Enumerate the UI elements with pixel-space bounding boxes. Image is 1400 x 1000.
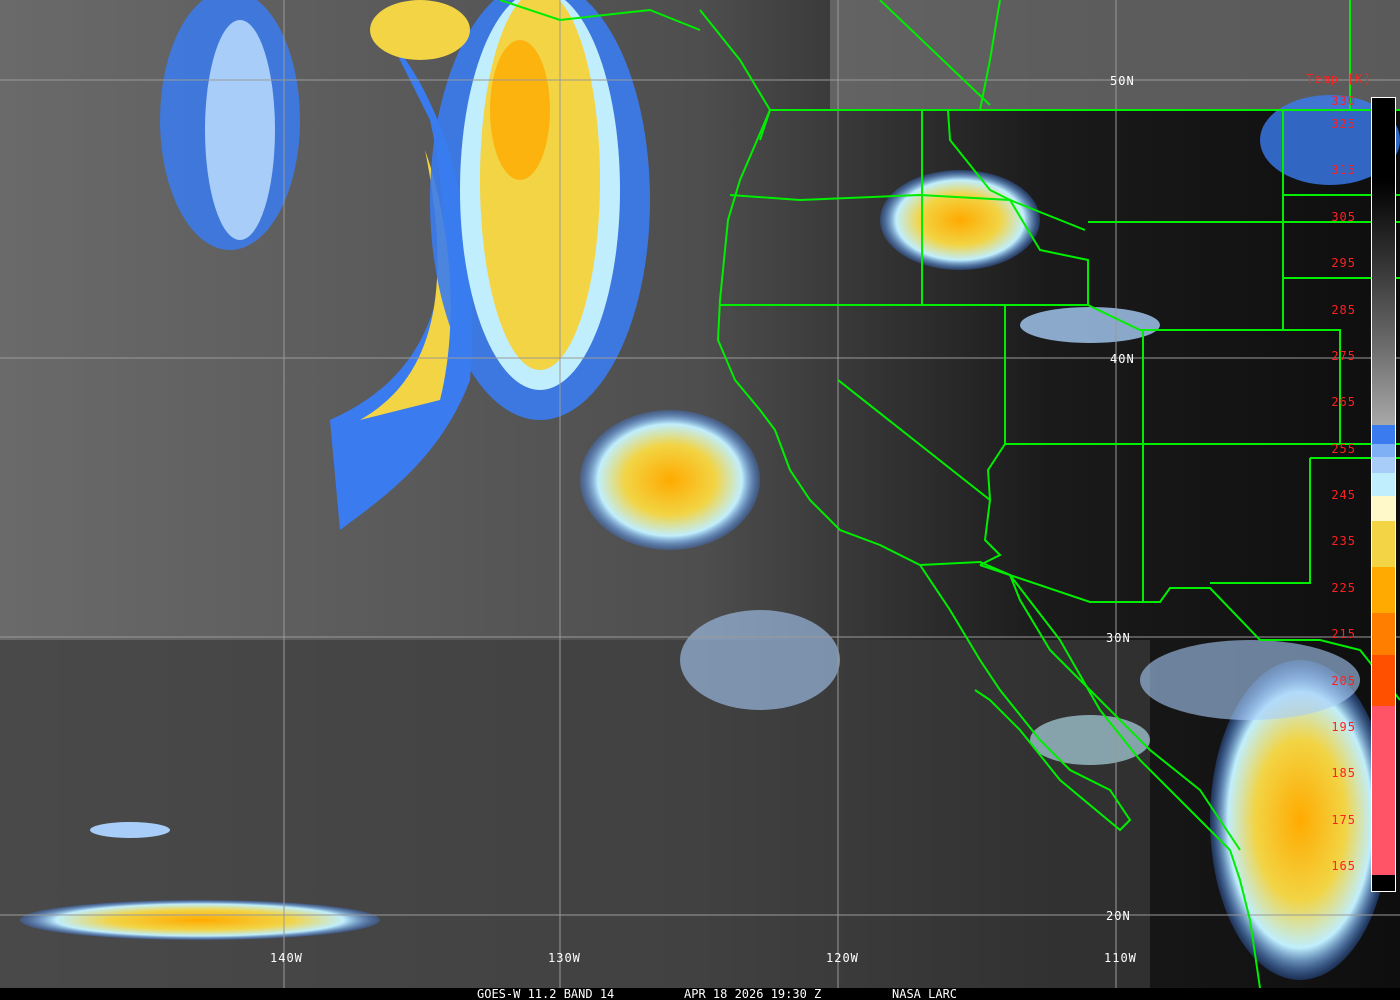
colorbar-tick: 185 (1331, 766, 1356, 780)
colorbar-tick: 225 (1331, 581, 1356, 595)
colorbar-segment-blue (1372, 425, 1395, 444)
colorbar-tick: 285 (1331, 303, 1356, 317)
source-label: NASA LARC (892, 987, 958, 1000)
colorbar-tick: 255 (1331, 442, 1356, 456)
colorbar-tick: 165 (1331, 859, 1356, 873)
colorbar-tick: 305 (1331, 210, 1356, 224)
political-boundaries (499, 0, 1400, 988)
colorbar-tick: 205 (1331, 674, 1356, 688)
colorbar-gray-segment (1372, 98, 1395, 425)
datetime-label: APR 18 2026 19:30 Z (684, 987, 822, 1000)
colorbar-segment-cyan (1372, 473, 1395, 496)
colorbar-segment-dark-orange (1372, 613, 1395, 655)
satellite-band-label: GOES-W 11.2 BAND 14 (477, 987, 615, 1000)
image-caption-bar: GOES-W 11.2 BAND 14 APR 18 2026 19:30 Z … (0, 988, 1400, 1000)
lat-label-30n: 30N (1106, 631, 1131, 645)
northeast-clouds (830, 0, 1400, 110)
lat-label-20n: 20N (1106, 909, 1131, 923)
colorbar-tick: 265 (1331, 395, 1356, 409)
colorbar-segment-light-blue (1372, 457, 1395, 473)
colorbar-tick: 245 (1331, 488, 1356, 502)
cloud-features (20, 0, 1400, 980)
colorbar-tick: 315 (1331, 163, 1356, 177)
temperature-colorbar (1371, 97, 1396, 892)
colorbar-tick: 195 (1331, 720, 1356, 734)
colorbar-segment-red-orange (1372, 655, 1395, 706)
colorbar-tick: 325 (1331, 117, 1356, 131)
colorbar-tick: 295 (1331, 256, 1356, 270)
lon-label-140w: 140W (270, 951, 303, 965)
colorbar-segment-yellow (1372, 521, 1395, 567)
colorbar-tick: 235 (1331, 534, 1356, 548)
colorbar-tick: 330 (1331, 94, 1356, 108)
colorbar-title: Temp [K] (1306, 72, 1372, 86)
colorbar-segment-orange (1372, 567, 1395, 613)
colorbar-segment-pink (1372, 706, 1395, 875)
colorbar-segment-cream (1372, 496, 1395, 521)
colorbar-tick: 215 (1331, 627, 1356, 641)
colorbar-segment-mid-blue (1372, 444, 1395, 457)
lon-label-110w: 110W (1104, 951, 1137, 965)
colorbar-tick: 275 (1331, 349, 1356, 363)
colorbar-tick: 175 (1331, 813, 1356, 827)
lat-label-50n: 50N (1110, 74, 1135, 88)
lon-label-130w: 130W (548, 951, 581, 965)
lat-label-40n: 40N (1110, 352, 1135, 366)
lon-label-120w: 120W (826, 951, 859, 965)
